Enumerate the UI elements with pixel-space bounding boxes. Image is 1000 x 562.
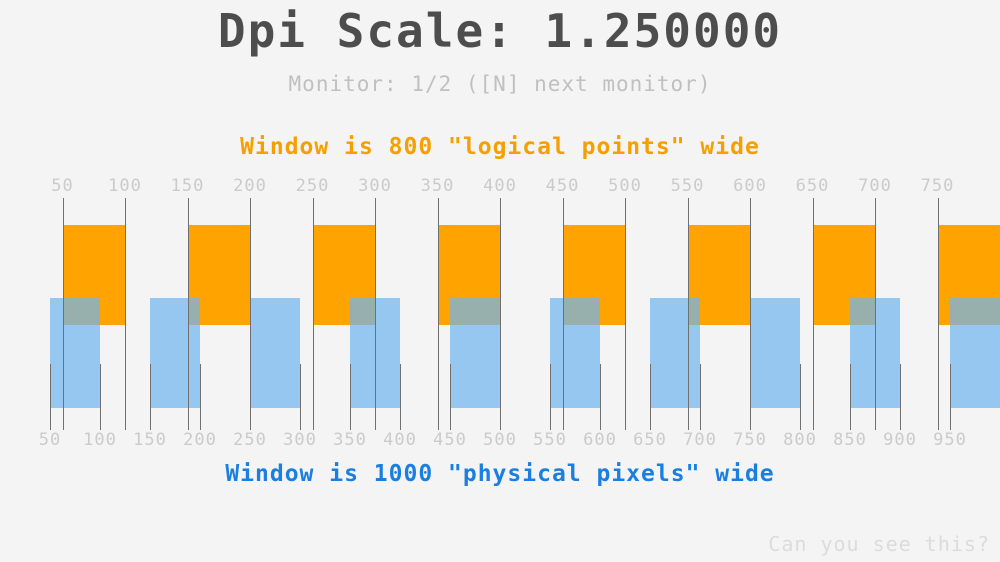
physical-tick-line [750,364,751,430]
logical-tick-line [187,198,189,430]
physical-tick-line [650,364,651,430]
physical-tick-label: 800 [783,430,817,450]
page-title: Dpi Scale: 1.250000 [217,4,783,58]
physical-tick-label: 300 [283,430,317,450]
physical-tick-line [300,364,301,430]
logical-points-ruler: 50 100 150 200 250 300 350 400 450 500 550 600 650 70… [0,176,1000,430]
physical-tick-line [250,364,251,430]
logical-tick-line [875,198,876,430]
physical-pixels-caption: Window is 1000 "physical pixels" wide [225,461,775,487]
logical-tick-label: 550 [670,176,705,196]
physical-tick-label: 700 [683,430,717,450]
logical-tick-label: 300 [358,176,392,196]
physical-pixel-bar [150,298,200,408]
physical-tick-label: 650 [633,430,667,450]
physical-tick-label: 600 [583,430,617,450]
physical-pixels-ruler: 50 100 150 200 250 300 350 400 450 500 550 600 650 70… [0,364,1000,452]
logical-tick-label: 250 [295,176,330,196]
logical-tick-label: 750 [920,176,955,196]
logical-tick-line [125,198,126,430]
physical-tick-line [600,364,601,430]
legibility-check-text: Can you see this? [768,532,990,556]
physical-pixel-bar [550,298,600,408]
logical-tick-label: 650 [795,176,830,196]
logical-tick-label: 450 [545,176,580,196]
physical-tick-label: 900 [883,430,917,450]
physical-tick-label: 950 [933,430,967,450]
physical-tick-line [700,364,701,430]
logical-tick-line [625,198,626,430]
logical-tick-label: 700 [858,176,892,196]
physical-tick-line [50,364,51,430]
physical-tick-label: 250 [233,430,267,450]
logical-tick-label: 500 [608,176,642,196]
logical-tick-label: 100 [108,176,142,196]
monitor-status-text: Monitor: 1/2 ([N] next monitor) [288,72,712,96]
physical-tick-line [550,364,551,430]
physical-tick-label: 400 [383,430,417,450]
physical-tick-line [200,364,201,430]
physical-tick-line [100,364,101,430]
logical-tick-label: 150 [170,176,205,196]
physical-tick-label: 100 [83,430,117,450]
physical-tick-line [450,364,451,430]
physical-tick-line [400,364,401,430]
logical-tick-line [937,198,939,430]
physical-tick-label: 750 [733,430,767,450]
physical-tick-line [850,364,851,430]
physical-tick-label: 500 [483,430,517,450]
logical-tick-label: 350 [420,176,455,196]
logical-tick-label: 400 [483,176,517,196]
logical-tick-label: 600 [733,176,767,196]
physical-tick-label: 350 [333,430,367,450]
logical-tick-line [62,198,64,430]
physical-pixel-bar [650,298,700,408]
physical-pixel-bar [50,298,100,408]
physical-tick-label: 550 [533,430,567,450]
logical-tick-line [375,198,376,430]
logical-tick-line [750,198,751,430]
physical-tick-label: 50 [38,430,62,450]
logical-tick-line [250,198,251,430]
physical-tick-line [350,364,351,430]
physical-tick-line [950,364,951,430]
logical-tick-label: 200 [233,176,267,196]
logical-tick-line [312,198,314,430]
physical-tick-label: 150 [133,430,167,450]
physical-pixel-bar [450,298,500,408]
physical-tick-line [900,364,901,430]
physical-tick-line [800,364,801,430]
physical-tick-line [150,364,151,430]
logical-tick-line [562,198,564,430]
physical-pixel-bar [250,298,300,408]
physical-tick-label: 200 [183,430,217,450]
logical-tick-line [812,198,814,430]
logical-tick-line [437,198,439,430]
physical-tick-label: 450 [433,430,467,450]
logical-tick-label: 50 [51,176,74,196]
physical-tick-line [500,364,501,430]
physical-pixel-bar [950,298,1000,408]
logical-tick-line [687,198,689,430]
logical-points-caption: Window is 800 "logical points" wide [240,134,760,160]
physical-pixel-bar [750,298,800,408]
logical-tick-line [500,198,501,430]
physical-tick-label: 850 [833,430,867,450]
